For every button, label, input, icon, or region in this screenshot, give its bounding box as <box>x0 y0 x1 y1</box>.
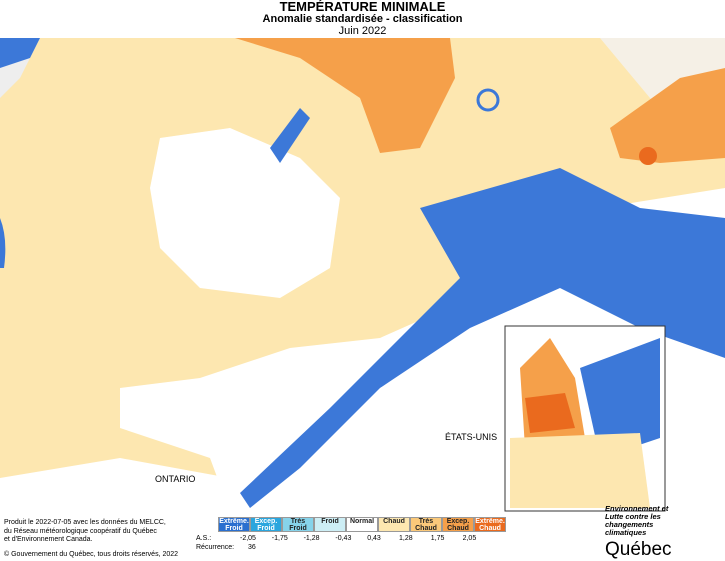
james-bay <box>0 218 6 268</box>
thresholds-label: A.S.: <box>196 535 212 542</box>
date: Juin 2022 <box>338 25 387 37</box>
hot-east <box>610 68 725 163</box>
recurrence-label: Récurrence: <box>196 544 235 551</box>
legend-class: Froid <box>314 517 346 532</box>
legend-class: Extrême. Chaud <box>474 517 506 532</box>
reservoir <box>270 108 310 163</box>
credit-line: et d'Environnement Canada. <box>4 536 93 543</box>
hot-spot <box>639 147 657 165</box>
threshold: 1,75 <box>430 535 445 542</box>
threshold: -2,05 <box>240 535 256 542</box>
legend-class: Excep. Chaud <box>442 517 474 532</box>
credits: Produit le 2022-07-05 avec les données d… <box>4 519 178 559</box>
threshold: -1,75 <box>271 535 288 542</box>
threshold: -1,28 <box>303 535 320 542</box>
normal-zone <box>150 128 340 298</box>
threshold: -0,43 <box>335 535 352 542</box>
legend-class: Normal <box>346 517 378 532</box>
hot-north <box>235 38 455 153</box>
threshold: 1,28 <box>399 535 413 542</box>
map-label: ÉTATS-UNIS <box>445 432 497 442</box>
recurrence: 36 <box>248 544 256 551</box>
legend-class: Extrême. Froid <box>218 517 250 532</box>
map: ÉTATS-UNIS ONTARIO <box>0 38 725 512</box>
credit-line: Produit le 2022-07-05 avec les données d… <box>4 519 166 526</box>
credit-line: du Réseau météorologique coopératif du Q… <box>4 527 157 535</box>
title: TEMPÉRATURE MINIMALE <box>279 0 446 14</box>
map-label: ONTARIO <box>155 474 195 484</box>
manicouagan <box>476 88 500 112</box>
inset-extreme <box>525 393 575 433</box>
legend-class: Chaud <box>378 517 410 532</box>
ontario-land <box>0 458 230 512</box>
legend: Extrême. Froid Excep. Froid Très Froid Froi… <box>218 517 506 532</box>
legend-class: Excep. Froid <box>250 517 282 532</box>
inset-water <box>580 338 660 458</box>
subtitle: Anomalie standardisée - classification <box>262 13 463 25</box>
logo-name: Québec <box>605 539 672 560</box>
logo-tagline: Environnement et Lutte contre les change… <box>605 504 669 537</box>
hudson-bay <box>0 38 40 68</box>
legend-class: Très Chaud <box>410 517 442 532</box>
threshold: 0,43 <box>367 535 381 542</box>
logo: Environnement et Lutte contre les change… <box>605 505 723 561</box>
legend-class: Très Froid <box>282 517 314 532</box>
st-lawrence <box>240 168 725 508</box>
inset-south <box>510 433 650 508</box>
threshold: 2,05 <box>462 535 477 542</box>
